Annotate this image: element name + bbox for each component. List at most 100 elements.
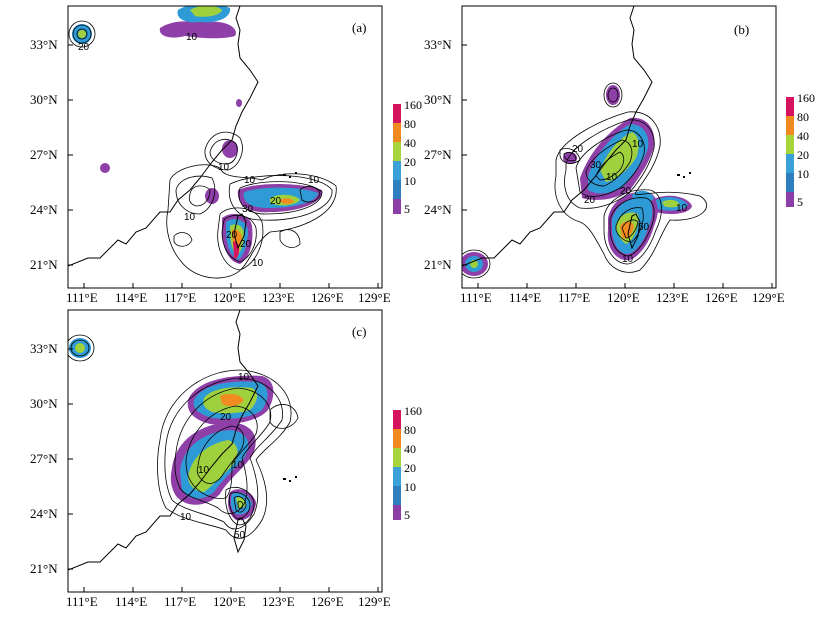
y-tick-label: 24°N: [424, 202, 452, 217]
contour-label: 20: [620, 186, 632, 197]
y-tick-label: 24°N: [30, 506, 58, 521]
y-tick-label: 21°N: [30, 561, 58, 576]
x-tick-label: 120°E: [607, 290, 640, 305]
panel-b-contours: [462, 82, 707, 279]
panel-a-contours: [68, 20, 337, 279]
y-tick-label: 27°N: [30, 147, 58, 162]
y-tick-label: 33°N: [424, 37, 452, 52]
y-tick-label: 21°N: [424, 257, 452, 272]
contour-label: 10: [198, 465, 210, 476]
contour-label: 10: [186, 32, 198, 43]
contour-label: 50: [234, 530, 246, 541]
panel-c-label: (c): [352, 324, 366, 339]
x-tick-label: 120°E: [213, 290, 246, 305]
panel-a-taiwan: [233, 213, 247, 250]
x-tick-label: 111°E: [66, 290, 98, 305]
contour-label: 10: [252, 258, 264, 269]
legend-label: 160: [404, 98, 422, 112]
contour-label: 20: [240, 239, 252, 250]
legend-label: 20: [797, 148, 809, 162]
contour-label: 10: [218, 162, 230, 173]
contour-label: 30: [242, 204, 254, 215]
legend-label: 40: [404, 442, 416, 456]
panel-a-legend: 160 80 40 20 10 5: [393, 98, 422, 216]
y-tick-label: 27°N: [30, 451, 58, 466]
panel-b-legend: 160 80 40 20 10 5: [786, 91, 815, 209]
legend-label: 5: [404, 508, 410, 522]
x-tick-label: 129°E: [358, 290, 391, 305]
contour-label: 20: [226, 230, 238, 241]
legend-label: 160: [797, 91, 815, 105]
contour-label: 20: [270, 196, 282, 207]
contour-label: 30: [590, 160, 602, 171]
panel-c: 10 20 10 10 10 50 (c) 33°N 30°N 27°N: [30, 309, 422, 609]
panel-b-frame: [461, 5, 777, 289]
contour-label: 20: [572, 144, 584, 155]
legend-label: 10: [404, 174, 416, 188]
panel-a-ticks: [68, 44, 379, 288]
x-tick-label: 117°E: [164, 290, 196, 305]
y-tick-label: 30°N: [424, 92, 452, 107]
y-tick-label: 30°N: [30, 396, 58, 411]
panel-b-contour-labels: 20 30 10 10 20 20 10 50 10: [572, 139, 688, 265]
legend-label: 80: [404, 117, 416, 131]
legend-label: 5: [797, 195, 803, 209]
contour-label: 10: [606, 172, 618, 183]
panel-b: 20 30 10 10 20 20 10 50 10 (b): [424, 5, 815, 305]
contour-label: 10: [238, 372, 250, 383]
panel-c-ticks: [68, 348, 379, 592]
x-tick-label: 111°E: [460, 290, 492, 305]
contour-label: 10: [622, 254, 634, 265]
panel-c-frame: [67, 309, 383, 593]
y-tick-label: 30°N: [30, 92, 58, 107]
y-tick-label: 21°N: [30, 257, 58, 272]
panel-b-taiwan: [627, 213, 641, 250]
contour-label: 10: [308, 175, 320, 186]
contour-label: 10: [180, 512, 192, 523]
x-tick-label: 126°E: [705, 290, 738, 305]
panel-c-contour-labels: 10 20 10 10 10 50: [180, 372, 250, 541]
panel-b-label: (b): [734, 22, 749, 37]
panel-b-ticks: [462, 44, 773, 288]
panel-c-legend: 160 80 40 20 10 5: [393, 404, 422, 522]
legend-label: 80: [797, 110, 809, 124]
x-tick-label: 111°E: [66, 594, 98, 609]
panel-a-map: 20 10 10 10 10 20 10 30 20 20 10: [68, 6, 337, 279]
legend-label: 20: [404, 155, 416, 169]
panel-a-frame: [67, 5, 383, 289]
legend-label: 40: [404, 136, 416, 150]
legend-label: 10: [404, 480, 416, 494]
panel-a-shading: [72, 6, 323, 264]
panel-b-coastline: [462, 6, 653, 267]
legend-label: 10: [797, 167, 809, 181]
y-tick-label: 33°N: [30, 37, 58, 52]
panel-c-x-labels: 111°E 114°E 117°E 120°E 123°E 126°E 129°…: [66, 594, 391, 609]
x-tick-label: 114°E: [509, 290, 541, 305]
x-tick-label: 129°E: [752, 290, 785, 305]
x-tick-label: 120°E: [213, 594, 246, 609]
panel-a: 20 10 10 10 10 20 10 30 20 20 10 (a): [30, 5, 422, 305]
legend-label: 160: [404, 404, 422, 418]
contour-label: 50: [638, 222, 650, 233]
panel-a-contour-labels: 20 10 10 10 10 20 10 30 20 20 10: [78, 32, 320, 269]
x-tick-label: 123°E: [262, 290, 295, 305]
panel-c-shading: [69, 338, 274, 521]
x-tick-label: 126°E: [311, 594, 344, 609]
x-tick-label: 123°E: [656, 290, 689, 305]
panel-c-coastline: [68, 310, 259, 571]
panel-b-x-labels: 111°E 114°E 117°E 120°E 123°E 126°E 129°…: [460, 290, 785, 305]
panel-a-label: (a): [352, 20, 366, 35]
legend-label: 5: [404, 202, 410, 216]
contour-label: 10: [184, 212, 196, 223]
panel-a-x-labels: 111°E 114°E 117°E 120°E 123°E 126°E 129°…: [66, 290, 391, 305]
y-tick-label: 33°N: [30, 341, 58, 356]
panel-c-map: 10 20 10 10 10 50: [68, 310, 299, 571]
contour-label: 20: [584, 195, 596, 206]
x-tick-label: 117°E: [164, 594, 196, 609]
contour-label: 10: [676, 203, 688, 214]
contour-label: 10: [244, 175, 256, 186]
x-tick-label: 126°E: [311, 290, 344, 305]
panel-b-map: 20 30 10 10 20 20 10 50 10: [462, 6, 707, 279]
legend-label: 40: [797, 129, 809, 143]
